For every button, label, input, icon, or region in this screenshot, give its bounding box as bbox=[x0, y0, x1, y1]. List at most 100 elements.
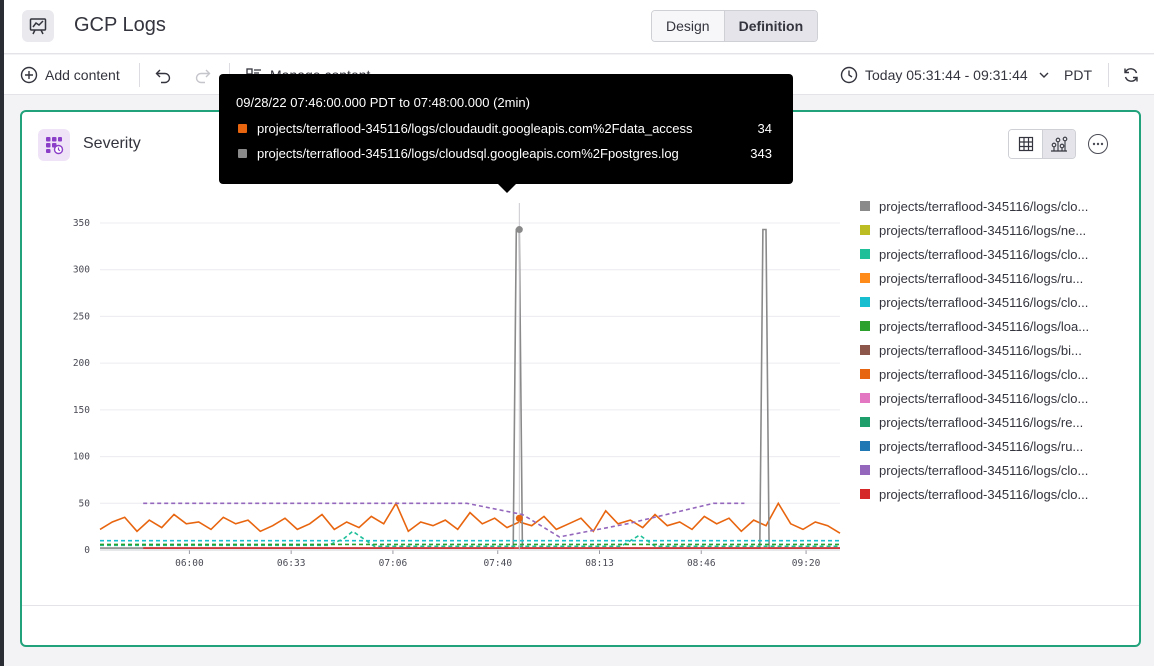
refresh-icon bbox=[1124, 68, 1138, 82]
tooltip-swatch bbox=[238, 123, 247, 133]
legend-label: projects/terraflood-345116/logs/clo... bbox=[879, 390, 1089, 406]
tooltip-header: 09/28/22 07:46:00.000 PDT to 07:48:00.00… bbox=[236, 95, 530, 110]
legend-swatch bbox=[860, 489, 870, 499]
x-tick-label: 07:40 bbox=[483, 558, 512, 569]
legend-label: projects/terraflood-345116/logs/clo... bbox=[879, 198, 1089, 214]
legend-item[interactable]: projects/terraflood-345116/logs/clo... bbox=[860, 482, 1130, 506]
tooltip-series-label: projects/terraflood-345116/logs/cloudsql… bbox=[257, 145, 679, 161]
undo-icon bbox=[155, 69, 171, 84]
y-tick-label: 350 bbox=[73, 218, 90, 229]
definition-mode-button[interactable]: Definition bbox=[723, 11, 818, 41]
panel-chart-icon bbox=[38, 129, 70, 161]
legend-swatch bbox=[860, 249, 870, 259]
legend-swatch bbox=[860, 369, 870, 379]
x-tick-label: 07:06 bbox=[379, 558, 408, 569]
y-tick-label: 300 bbox=[73, 265, 90, 276]
legend-item[interactable]: projects/terraflood-345116/logs/bi... bbox=[860, 338, 1130, 362]
chart-view-button[interactable] bbox=[1042, 130, 1075, 158]
legend-item[interactable]: projects/terraflood-345116/logs/re... bbox=[860, 410, 1130, 434]
legend-item[interactable]: projects/terraflood-345116/logs/clo... bbox=[860, 194, 1130, 218]
legend-swatch bbox=[860, 273, 870, 283]
y-tick-label: 250 bbox=[73, 311, 90, 322]
x-tick-label: 06:33 bbox=[277, 558, 306, 569]
legend-item[interactable]: projects/terraflood-345116/logs/clo... bbox=[860, 290, 1130, 314]
y-tick-label: 100 bbox=[73, 452, 90, 463]
y-tick-label: 0 bbox=[84, 545, 90, 556]
series-line bbox=[143, 502, 745, 538]
legend-label: projects/terraflood-345116/logs/loa... bbox=[879, 318, 1090, 334]
redo-button[interactable] bbox=[194, 55, 212, 95]
legend-swatch bbox=[860, 321, 870, 331]
table-view-button[interactable] bbox=[1009, 130, 1042, 158]
legend-swatch bbox=[860, 297, 870, 307]
hover-point bbox=[515, 514, 523, 522]
chart-legend: projects/terraflood-345116/logs/clo... pr… bbox=[860, 194, 1130, 506]
plus-circle-icon bbox=[20, 66, 38, 84]
legend-swatch bbox=[860, 201, 870, 211]
legend-swatch bbox=[860, 393, 870, 403]
legend-label: projects/terraflood-345116/logs/ru... bbox=[879, 438, 1084, 454]
legend-item[interactable]: projects/terraflood-345116/logs/clo... bbox=[860, 386, 1130, 410]
x-tick-label: 08:13 bbox=[585, 558, 614, 569]
legend-label: projects/terraflood-345116/logs/bi... bbox=[879, 342, 1082, 358]
x-tick-label: 08:46 bbox=[687, 558, 716, 569]
legend-swatch bbox=[860, 441, 870, 451]
timezone-selector[interactable]: PDT bbox=[1064, 67, 1092, 83]
legend-item[interactable]: projects/terraflood-345116/logs/clo... bbox=[860, 242, 1130, 266]
series-line bbox=[100, 530, 840, 548]
legend-item[interactable]: projects/terraflood-345116/logs/clo... bbox=[860, 362, 1130, 386]
legend-item[interactable]: projects/terraflood-345116/logs/ne... bbox=[860, 218, 1130, 242]
time-range-picker[interactable]: Today 05:31:44 - 09:31:44 bbox=[840, 55, 1050, 95]
legend-item[interactable]: projects/terraflood-345116/logs/clo... bbox=[860, 458, 1130, 482]
tooltip-series-label: projects/terraflood-345116/logs/cloudaud… bbox=[257, 120, 693, 136]
legend-label: projects/terraflood-345116/logs/ru... bbox=[879, 270, 1084, 286]
legend-swatch bbox=[860, 345, 870, 355]
add-content-label: Add content bbox=[45, 67, 120, 83]
left-rail bbox=[0, 0, 4, 666]
toolbar-divider bbox=[139, 63, 140, 87]
legend-label: projects/terraflood-345116/logs/clo... bbox=[879, 366, 1089, 382]
severity-line-chart[interactable]: 0 50 100 150 200 250 300 350 06:00 06:33 07:06 07:4… bbox=[44, 192, 854, 572]
tooltip-row: projects/terraflood-345116/logs/cloudaud… bbox=[238, 118, 778, 138]
clock-icon bbox=[840, 66, 858, 84]
legend-item[interactable]: projects/terraflood-345116/logs/loa... bbox=[860, 314, 1130, 338]
add-content-button[interactable]: Add content bbox=[20, 55, 120, 95]
table-icon bbox=[1018, 136, 1033, 152]
chart-tooltip: 09/28/22 07:46:00.000 PDT to 07:48:00.00… bbox=[219, 74, 793, 193]
page-title: GCP Logs bbox=[74, 14, 166, 36]
design-mode-button[interactable]: Design bbox=[652, 11, 724, 41]
dashboard-header: GCP Logs Design Definition bbox=[4, 0, 1154, 54]
chart-icon bbox=[1051, 136, 1068, 152]
legend-item[interactable]: projects/terraflood-345116/logs/ru... bbox=[860, 434, 1130, 458]
redo-icon bbox=[195, 69, 211, 84]
undo-button[interactable] bbox=[154, 55, 172, 95]
more-options-button[interactable] bbox=[1088, 134, 1108, 154]
series-line bbox=[99, 501, 841, 534]
legend-label: projects/terraflood-345116/logs/clo... bbox=[879, 294, 1089, 310]
legend-label: projects/terraflood-345116/logs/clo... bbox=[879, 486, 1089, 502]
panel-divider bbox=[22, 605, 1139, 606]
x-tick-label: 09:20 bbox=[792, 558, 821, 569]
time-range-label: Today 05:31:44 - 09:31:44 bbox=[865, 67, 1028, 83]
severity-panel: Severity 0 50 100 150 200 250 300 350 06:00 06:33… bbox=[20, 110, 1141, 647]
x-tick-label: 06:00 bbox=[175, 558, 204, 569]
legend-swatch bbox=[860, 225, 870, 235]
legend-label: projects/terraflood-345116/logs/clo... bbox=[879, 246, 1089, 262]
mode-toggle: Design Definition bbox=[651, 10, 819, 42]
dashboard-icon[interactable] bbox=[22, 10, 54, 42]
refresh-button[interactable] bbox=[1122, 55, 1140, 95]
y-tick-label: 150 bbox=[73, 405, 90, 416]
tooltip-row: projects/terraflood-345116/logs/cloudsql… bbox=[238, 143, 778, 163]
panel-title: Severity bbox=[83, 135, 141, 152]
hover-point bbox=[515, 226, 523, 234]
legend-label: projects/terraflood-345116/logs/clo... bbox=[879, 462, 1089, 478]
legend-swatch bbox=[860, 417, 870, 427]
view-toggle bbox=[1008, 129, 1076, 159]
chevron-down-icon bbox=[1039, 72, 1049, 78]
legend-swatch bbox=[860, 465, 870, 475]
legend-item[interactable]: projects/terraflood-345116/logs/ru... bbox=[860, 266, 1130, 290]
tooltip-value: 343 bbox=[750, 145, 772, 161]
legend-label: projects/terraflood-345116/logs/ne... bbox=[879, 222, 1087, 238]
y-tick-label: 200 bbox=[73, 358, 90, 369]
legend-label: projects/terraflood-345116/logs/re... bbox=[879, 414, 1084, 430]
